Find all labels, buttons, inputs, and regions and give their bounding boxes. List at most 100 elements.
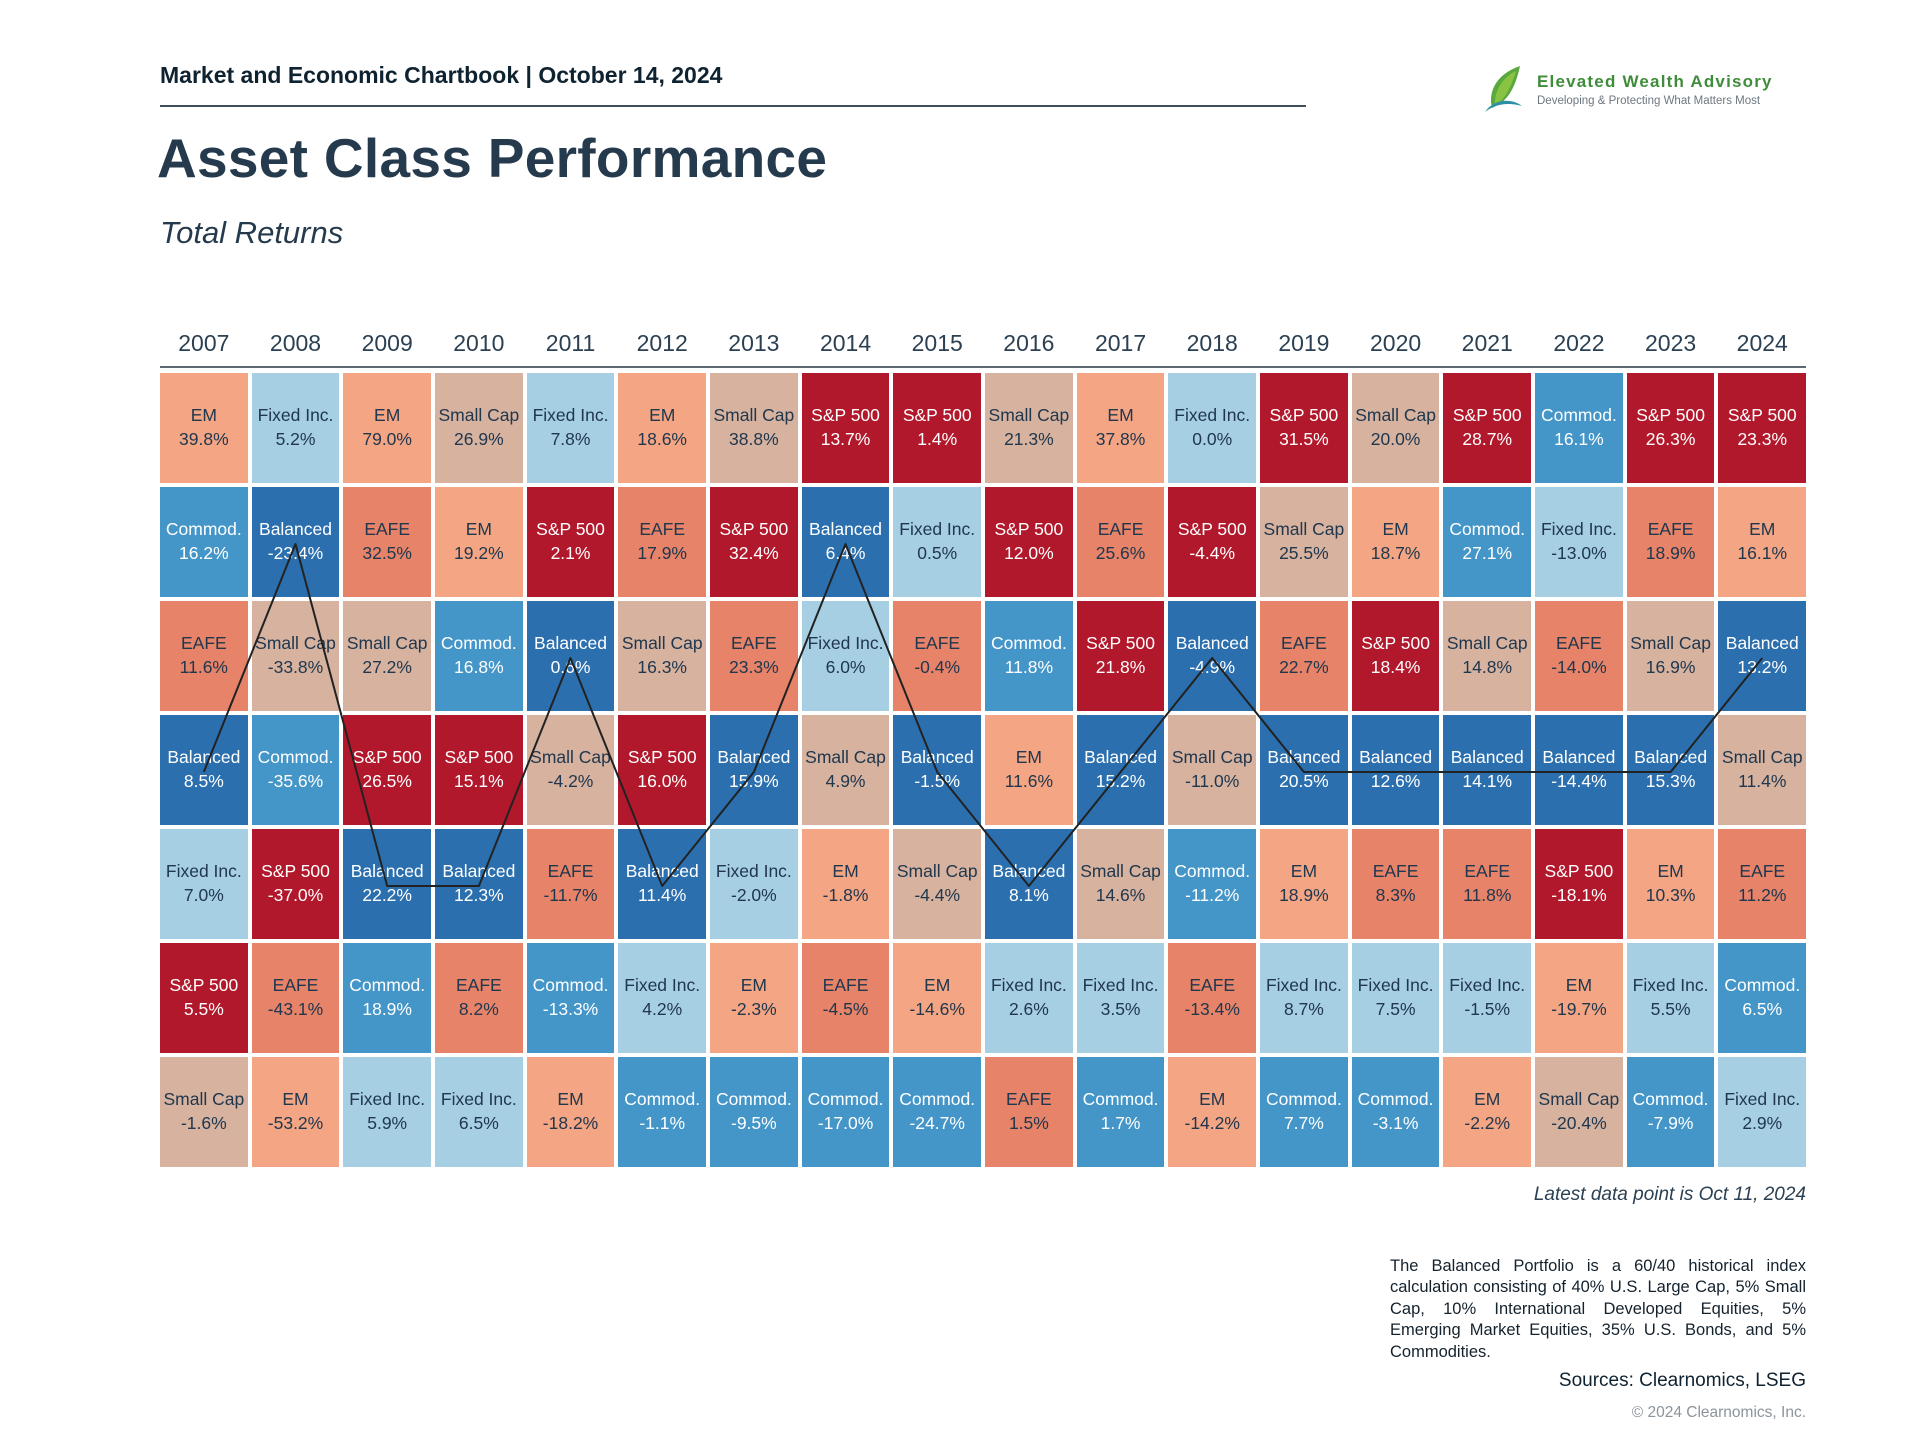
return-cell: Commod. -24.7% [893, 1057, 982, 1167]
return-cell: Fixed Inc. 7.0% [160, 829, 248, 939]
return-cell: EAFE 8.2% [435, 943, 523, 1053]
year-label-2020: 2020 [1369, 330, 1422, 356]
return-value: -11.0% [1185, 771, 1240, 791]
year-label-2011: 2011 [545, 330, 596, 356]
asset-class-label: EM [1107, 405, 1134, 426]
asset-returns-quilt: 2007 2008 2009 2010 2011 2012 2013 2014 2015 2016… [160, 330, 1807, 1167]
return-value: -4.4% [914, 885, 961, 905]
return-value: 14.8% [1462, 657, 1513, 677]
return-value: 23.3% [729, 657, 779, 677]
return-value: 7.0% [183, 885, 224, 905]
return-value: 28.7% [1462, 429, 1513, 449]
asset-class-label: Commod. [440, 633, 517, 654]
asset-class-label: Fixed Inc. [349, 1089, 426, 1110]
asset-class-label: Fixed Inc. [990, 975, 1067, 996]
return-value: 7.5% [1375, 999, 1416, 1019]
return-value: 5.9% [367, 1113, 408, 1133]
return-cell: S&P 500 -37.0% [251, 829, 340, 939]
return-cell: Commod. -3.1% [1351, 1057, 1440, 1167]
page-title: Asset Class Performance [157, 127, 828, 189]
return-cell: EM 79.0% [343, 373, 432, 483]
year-column-2013: Small Cap 38.8% S&P 500 32.4% EAFE 23.3% Balan… [710, 373, 798, 1167]
return-value: 32.5% [362, 543, 412, 563]
asset-class-label: EM [1199, 1089, 1226, 1110]
year-label-2013: 2013 [728, 330, 780, 356]
return-value: 2.1% [550, 543, 591, 563]
asset-class-label: Commod. [349, 975, 426, 996]
return-cell: EAFE 8.3% [1351, 829, 1440, 939]
asset-class-label: S&P 500 [1727, 405, 1797, 426]
asset-class-label: Balanced [900, 747, 974, 768]
return-value: 5.5% [1650, 999, 1691, 1019]
asset-class-label: EM [1290, 861, 1318, 882]
year-label-2014: 2014 [819, 330, 872, 356]
asset-class-label: EAFE [731, 633, 777, 654]
return-value: 32.4% [729, 543, 779, 563]
year-column-2021: S&P 500 28.7% Commod. 27.1% Small Cap 14.8% Ba… [1443, 373, 1532, 1167]
return-cell: S&P 500 26.5% [343, 715, 432, 825]
asset-class-label: Commod. [807, 1089, 884, 1110]
asset-class-label: Small Cap [896, 861, 978, 882]
return-value: 18.7% [1370, 543, 1421, 563]
asset-class-label: S&P 500 [444, 747, 514, 768]
return-value: 11.6% [1004, 771, 1054, 791]
return-cell: EAFE -14.0% [1535, 601, 1623, 711]
asset-class-label: EM [1657, 861, 1684, 882]
return-value: -18.1% [1551, 885, 1607, 905]
asset-class-label: Fixed Inc. [165, 861, 242, 882]
year-column-2010: Small Cap 26.9% EM 19.2% Commod. 16.8% S&P 500… [435, 373, 523, 1167]
asset-class-label: S&P 500 [811, 405, 880, 426]
return-value: 4.2% [642, 999, 683, 1019]
asset-class-label: EAFE [1281, 633, 1327, 654]
return-cell: Balanced -23.4% [251, 487, 340, 597]
asset-class-label: Balanced [1634, 747, 1708, 768]
return-value: 1.7% [1100, 1113, 1141, 1133]
return-cell: EAFE 23.3% [710, 601, 798, 711]
asset-class-label: Small Cap [1080, 861, 1161, 882]
sources-line: Sources: Clearnomics, LSEG [1558, 1370, 1806, 1391]
return-cell: Commod. 16.1% [1535, 373, 1623, 483]
asset-class-label: Fixed Inc. [1540, 519, 1617, 540]
asset-class-label: EAFE [1372, 861, 1419, 882]
return-cell: EAFE 32.5% [343, 487, 432, 597]
return-value: -14.2% [1184, 1113, 1240, 1133]
return-cell: Small Cap -4.4% [893, 829, 982, 939]
return-cell: S&P 500 31.5% [1260, 373, 1348, 483]
return-value: 12.6% [1370, 771, 1421, 791]
year-column-2024: S&P 500 23.3% EM 16.1% Balanced 13.2% Small Ca… [1718, 373, 1807, 1167]
return-cell: EM 19.2% [435, 487, 523, 597]
return-value: 12.3% [454, 885, 504, 905]
return-cell: Balanced 22.2% [343, 829, 432, 939]
return-value: -18.2% [542, 1113, 599, 1133]
return-cell: Small Cap 16.9% [1626, 601, 1715, 711]
return-cell: Small Cap 16.3% [618, 601, 707, 711]
return-value: 16.1% [1737, 543, 1788, 563]
asset-class-label: Fixed Inc. [1724, 1089, 1801, 1110]
asset-class-label: Small Cap [163, 1089, 245, 1110]
return-cell: Balanced 13.2% [1718, 601, 1807, 711]
return-cell: EAFE 11.2% [1718, 829, 1807, 939]
return-value: 79.0% [362, 429, 412, 449]
asset-class-label: EM [740, 975, 767, 996]
return-cell: Fixed Inc. 6.5% [435, 1057, 523, 1167]
asset-class-label: Balanced [350, 861, 424, 882]
return-cell: S&P 500 -18.1% [1535, 829, 1623, 939]
return-cell: Commod. -17.0% [801, 1057, 890, 1167]
asset-class-label: Small Cap [438, 405, 520, 426]
latest-data-note: Latest data point is Oct 11, 2024 [1533, 1184, 1806, 1205]
return-cell: EAFE -4.5% [801, 943, 890, 1053]
return-value: 11.2% [1738, 885, 1787, 905]
return-cell: EM -14.6% [893, 943, 982, 1053]
return-value: 15.9% [729, 771, 779, 791]
return-value: -35.6% [267, 771, 324, 791]
asset-class-label: Fixed Inc. [257, 405, 334, 426]
return-cell: EM -53.2% [251, 1057, 340, 1167]
asset-class-label: Small Cap [255, 633, 336, 654]
return-value: 8.2% [458, 999, 499, 1019]
returns-grid: EM 39.8% Commod. 16.2% EAFE 11.6% Balanced 8.5%… [160, 366, 1807, 1167]
year-column-2020: Small Cap 20.0% EM 18.7% S&P 500 18.4% Balance… [1351, 373, 1440, 1167]
return-cell: Fixed Inc. 8.7% [1260, 943, 1348, 1053]
brand-tagline: Developing & Protecting What Matters Mos… [1537, 94, 1761, 107]
asset-class-label: Fixed Inc. [532, 405, 609, 426]
asset-class-label: Small Cap [1630, 633, 1711, 654]
